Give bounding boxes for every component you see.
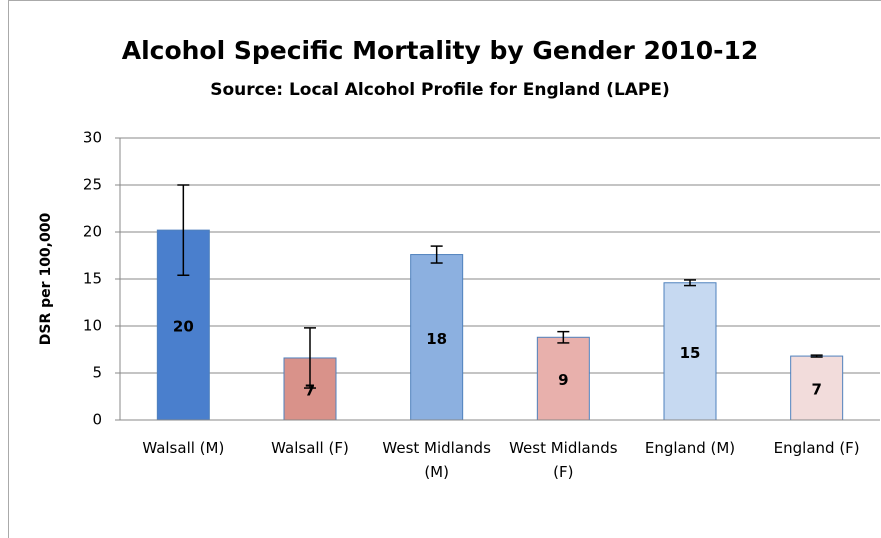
data-label: 7 (305, 381, 315, 399)
x-tick-label: West Midlands (F) (509, 439, 618, 481)
y-tick-label: 15 (83, 270, 102, 288)
bar (410, 254, 464, 421)
x-tick-label: England (F) (773, 439, 860, 457)
chart-title: Alcohol Specific Mortality by Gender 201… (122, 36, 759, 65)
x-tick-label: West Midlands (M) (382, 439, 491, 481)
data-label: 15 (680, 344, 701, 362)
chart-subtitle: Source: Local Alcohol Profile for Englan… (210, 80, 670, 100)
x-tick-label: England (M) (644, 439, 736, 457)
data-label: 7 (811, 381, 821, 399)
y-tick-label: 0 (92, 411, 102, 429)
y-tick-label: 5 (92, 364, 102, 382)
y-tick-label: 30 (83, 129, 102, 147)
data-label: 9 (558, 371, 568, 389)
x-tick-label: Walsall (M) (142, 439, 225, 457)
bar (790, 355, 844, 421)
y-tick-label: 20 (83, 223, 102, 241)
y-tick-label: 25 (83, 176, 102, 194)
y-axis-label: DSR per 100,000 (38, 213, 54, 346)
data-label: 18 (426, 330, 447, 348)
chart-border (8, 0, 881, 538)
y-tick-label: 10 (83, 317, 102, 335)
data-label: 20 (173, 318, 194, 336)
x-tick-label: Walsall (F) (271, 439, 349, 457)
bar (536, 336, 590, 421)
